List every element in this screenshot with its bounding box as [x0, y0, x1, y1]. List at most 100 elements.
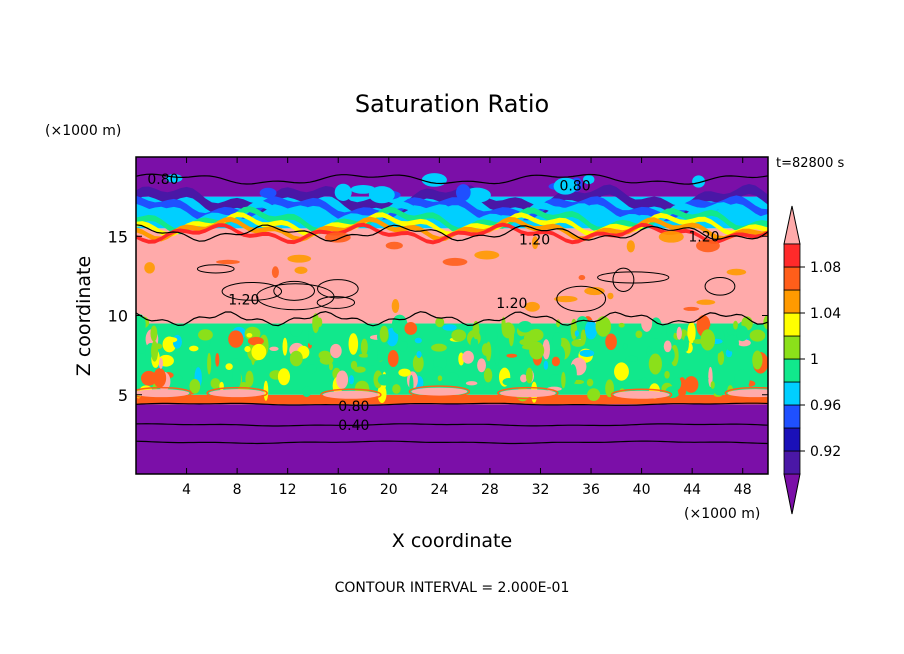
supersat-patch	[287, 254, 312, 263]
colorbar-bin	[783, 266, 801, 291]
turbulent-cell	[752, 350, 763, 370]
y-unit-label: (×1000 m)	[45, 123, 121, 139]
turbulent-cell	[666, 323, 675, 340]
turbulent-cell	[319, 355, 334, 365]
colorbar-bin	[783, 312, 801, 337]
supersat-patch	[385, 241, 403, 250]
supersat-patch	[607, 292, 614, 300]
turbulent-cell	[552, 332, 562, 350]
turbulent-cell	[210, 378, 221, 389]
contour-loop	[221, 282, 283, 301]
turbulent-cell	[377, 384, 387, 404]
turbulent-cell	[472, 320, 480, 340]
supersat-patch	[442, 257, 468, 266]
turbulent-cell	[358, 353, 370, 358]
turbulent-cell	[404, 321, 418, 335]
turbulent-cell	[455, 347, 468, 353]
turbulent-cell	[431, 343, 447, 352]
turbulent-cell	[595, 316, 612, 337]
turbulent-cell	[228, 330, 244, 348]
colorbar-bin	[783, 450, 801, 475]
turbulent-cell	[348, 375, 354, 385]
contour-label: 1.20	[519, 232, 550, 248]
turbulent-cell	[593, 367, 598, 373]
x-tick-label: 16	[329, 482, 347, 498]
turbulent-cell	[215, 352, 220, 367]
turbulent-cell	[232, 358, 240, 370]
turbulent-cell	[529, 341, 545, 360]
turbulent-cell	[483, 368, 493, 383]
turbulent-cell	[368, 379, 376, 390]
supersat-patch	[578, 275, 586, 281]
cloud-base-lens	[209, 389, 266, 398]
turbulent-cell	[710, 381, 715, 389]
turbulent-cell	[435, 317, 445, 328]
supersat-patch	[391, 299, 400, 313]
contour-label: 1.20	[688, 229, 719, 245]
transition-layer	[136, 200, 768, 229]
x-tick-label: 12	[279, 482, 297, 498]
turbulent-cell	[312, 313, 320, 334]
contour-label: 1.20	[496, 296, 527, 312]
turbulent-cell	[664, 370, 670, 379]
colorbar-max-arrow	[783, 205, 801, 245]
contour-loop	[256, 283, 335, 311]
turbulent-cell	[663, 340, 672, 353]
turbulent-cell	[302, 386, 312, 398]
supersat-patch	[683, 306, 700, 311]
turbulent-cell	[734, 369, 750, 390]
turbulent-cell	[244, 346, 251, 353]
turbulent-cell	[354, 366, 366, 373]
turbulent-cell	[574, 330, 579, 337]
turbulent-cell	[485, 327, 498, 345]
turbulent-cell	[614, 362, 629, 381]
x-tick-label: 40	[633, 482, 651, 498]
x-unit-label: (×1000 m)	[684, 506, 760, 522]
turbulent-cell	[398, 339, 408, 352]
turbulent-cell	[622, 343, 628, 350]
cloud-base-rim	[408, 385, 471, 398]
moist-blob	[334, 183, 352, 201]
turbulent-cell	[367, 343, 378, 366]
turbulent-cell	[517, 320, 533, 333]
transition-layer	[136, 216, 768, 242]
turbulent-cell	[605, 333, 617, 351]
x-tick-label: 48	[734, 482, 752, 498]
field-band	[136, 404, 768, 474]
turbulent-cell	[587, 388, 601, 402]
contour-label: 0.40	[338, 418, 369, 434]
turbulent-cell	[433, 354, 447, 371]
moist-blob	[259, 187, 277, 199]
turbulent-cell	[290, 323, 303, 337]
turbulent-cell	[379, 325, 389, 343]
supersat-patch	[474, 250, 500, 260]
cloud-base-lens	[322, 390, 379, 399]
turbulent-cell	[717, 350, 725, 366]
colorbar-bin	[783, 358, 801, 383]
turbulent-cell	[494, 345, 500, 366]
supersat-patch	[144, 262, 155, 274]
turbulent-cell	[483, 384, 492, 394]
turbulent-cell	[551, 356, 560, 367]
moist-blob	[456, 184, 471, 201]
turbulent-cell	[136, 313, 146, 335]
turbulent-cell	[465, 381, 478, 386]
turbulent-cell	[247, 336, 264, 346]
turbulent-cell	[659, 345, 675, 365]
turbulent-cell	[225, 363, 233, 370]
contour-line-1-20-upper	[136, 224, 768, 242]
turbulent-cell	[528, 328, 544, 342]
turbulent-cell	[245, 370, 254, 388]
turbulent-cell	[543, 360, 549, 370]
x-tick-label: 32	[532, 482, 550, 498]
contour-label: 0.80	[559, 179, 590, 195]
transition-layer	[136, 222, 768, 245]
turbulent-cell	[700, 329, 716, 351]
moist-blob	[553, 177, 578, 195]
turbulent-cell	[153, 368, 167, 388]
turbulent-cell	[525, 367, 533, 384]
contour-line-0-40	[136, 423, 768, 427]
turbulent-cell	[164, 336, 178, 343]
turbulent-cell	[416, 350, 422, 359]
field-band	[136, 228, 768, 324]
